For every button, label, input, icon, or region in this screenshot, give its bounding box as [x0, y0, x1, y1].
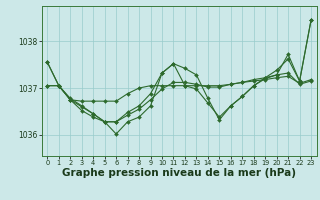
X-axis label: Graphe pression niveau de la mer (hPa): Graphe pression niveau de la mer (hPa) — [62, 168, 296, 178]
